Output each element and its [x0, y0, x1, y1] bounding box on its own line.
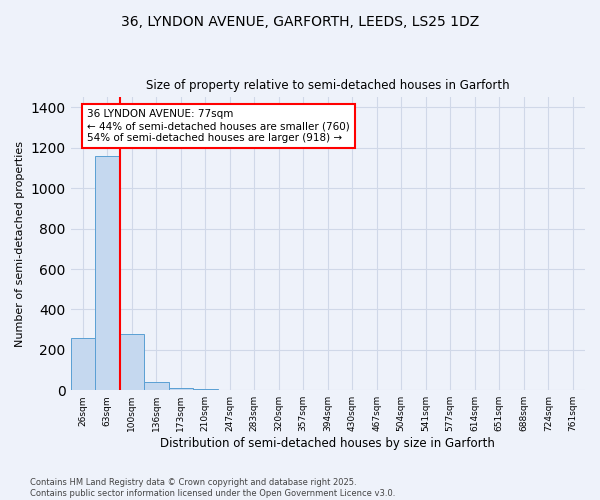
Title: Size of property relative to semi-detached houses in Garforth: Size of property relative to semi-detach…: [146, 79, 509, 92]
Text: Contains HM Land Registry data © Crown copyright and database right 2025.
Contai: Contains HM Land Registry data © Crown c…: [30, 478, 395, 498]
X-axis label: Distribution of semi-detached houses by size in Garforth: Distribution of semi-detached houses by …: [160, 437, 495, 450]
Y-axis label: Number of semi-detached properties: Number of semi-detached properties: [15, 141, 25, 347]
Bar: [193, 389, 218, 390]
Bar: [144, 382, 169, 390]
Bar: [119, 334, 144, 390]
Bar: [71, 338, 95, 390]
Bar: [95, 156, 119, 390]
Bar: [169, 388, 193, 390]
Text: 36, LYNDON AVENUE, GARFORTH, LEEDS, LS25 1DZ: 36, LYNDON AVENUE, GARFORTH, LEEDS, LS25…: [121, 15, 479, 29]
Text: 36 LYNDON AVENUE: 77sqm
← 44% of semi-detached houses are smaller (760)
54% of s: 36 LYNDON AVENUE: 77sqm ← 44% of semi-de…: [87, 110, 350, 142]
